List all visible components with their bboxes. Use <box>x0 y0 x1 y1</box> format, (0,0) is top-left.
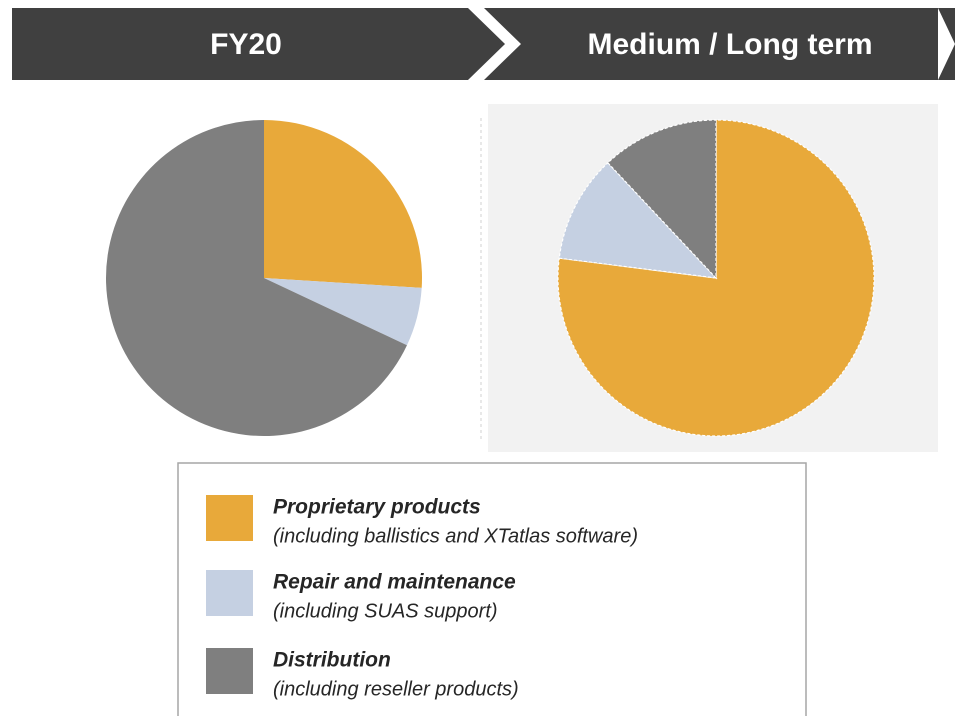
pie-slice <box>106 119 407 436</box>
header-banner <box>484 8 938 80</box>
legend-label: Proprietary products <box>273 496 481 519</box>
legend-swatch <box>206 648 253 694</box>
legend-box <box>177 462 807 716</box>
legend-note: (including ballistics and XTatlas softwa… <box>273 525 638 547</box>
pie-slice <box>606 119 717 280</box>
header-banner <box>12 8 505 80</box>
legend-label: Repair and maintenance <box>273 571 516 594</box>
legend-swatch <box>206 570 253 616</box>
pie-slice <box>264 278 422 346</box>
legend-note: (including reseller products) <box>273 678 519 700</box>
pie-slice <box>558 161 718 279</box>
chart-title: Medium / Long term <box>588 28 873 61</box>
header-banner <box>938 8 955 80</box>
pie-slice <box>557 119 875 437</box>
legend-swatch <box>206 495 253 541</box>
legend-label: Distribution <box>273 649 391 672</box>
legend-note: (including SUAS support) <box>273 600 498 622</box>
chart-title: FY20 <box>210 28 282 61</box>
pie-slice <box>264 120 422 288</box>
